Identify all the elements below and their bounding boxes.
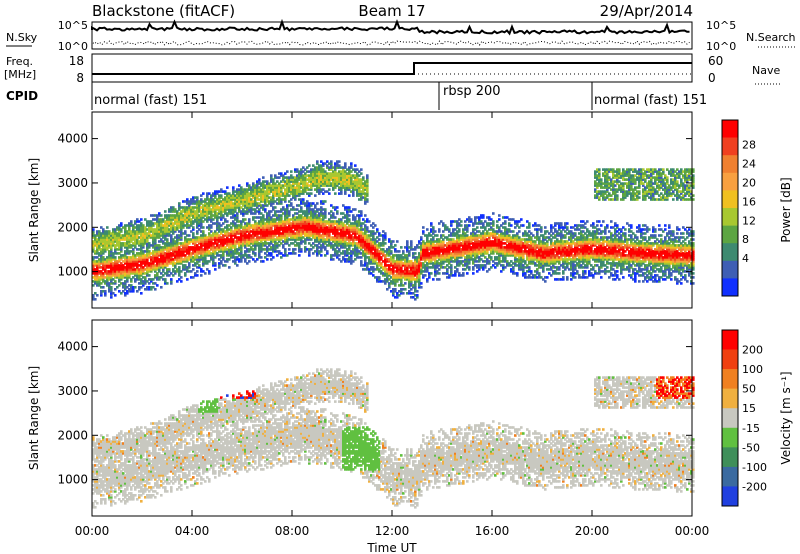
vel-yticks-label-3: 4000	[57, 340, 88, 354]
power-yticks-label-1: 2000	[57, 220, 88, 234]
freq-line	[92, 62, 692, 75]
power-colorbar-swatch	[722, 190, 738, 209]
vel-colorbar-tick-5: -50	[742, 441, 760, 454]
power-colorbar-swatch	[722, 260, 738, 279]
power-yticks-label-0: 1000	[57, 265, 88, 279]
cpid-segment-2: rbsp 200	[443, 84, 501, 99]
power-colorbar-tick-4: 20	[742, 176, 756, 189]
cpid-segment-1: normal (fast) 151	[94, 93, 207, 108]
power-colorbar-tick-5: 24	[742, 158, 756, 171]
vel-colorbar-swatch	[722, 447, 738, 468]
vel-colorbar-tick-6: -100	[742, 461, 767, 474]
power-colorbar-label: Power [dB]	[779, 177, 793, 242]
vel-colorbar-swatch	[722, 486, 738, 507]
date-title: 29/Apr/2014	[600, 2, 693, 20]
x-tick-label-1: 04:00	[175, 524, 210, 538]
vel-colorbar-swatch	[722, 369, 738, 389]
vel-colorbar-swatch	[722, 330, 738, 350]
power-colorbar-swatch	[722, 155, 738, 174]
vel-colorbar-tick-2: 50	[742, 383, 756, 396]
freq-panel: Freq. [MHz] 18 8 Nave 60 0	[4, 53, 780, 85]
freq-label: Freq.	[6, 55, 33, 68]
power-panel: 1000 2000 3000 4000 Slant Range [km] 4 8 12 16…	[27, 111, 793, 309]
nsky-tick-bottom: 10^0	[58, 40, 88, 53]
nsearch-label: N.Search	[746, 31, 796, 44]
power-colorbar-swatch	[722, 208, 738, 226]
power-yticks-label-2: 3000	[57, 176, 88, 190]
velocity-yticks: 1000 2000 3000 4000	[57, 340, 692, 487]
nsearch-line	[91, 40, 690, 46]
power-colorbar-swatch	[722, 137, 738, 156]
power-ylabel: Slant Range [km]	[27, 158, 41, 262]
power-colorbar-tick-1: 8	[742, 233, 749, 246]
nave-label: Nave	[752, 64, 780, 77]
vel-colorbar-tick-3: 15	[742, 402, 756, 415]
nsky-panel: N.Sky 10^5 10^0 N.Search 10^5 10^0	[6, 18, 796, 53]
nave-tick-top: 60	[708, 54, 723, 68]
x-tick-label-0: 00:00	[75, 524, 110, 538]
nsearch-tick-top: 10^5	[706, 19, 736, 32]
power-colorbar-swatch	[722, 243, 738, 262]
power-colorbar-swatch	[722, 172, 738, 191]
cpid-segment-3: normal (fast) 151	[594, 93, 707, 108]
nsearch-tick-bottom: 10^0	[706, 40, 736, 53]
vel-colorbar-tick-0: 200	[742, 344, 763, 357]
vel-colorbar-tick-1: 100	[742, 363, 763, 376]
power-heatmap	[92, 160, 695, 301]
power-colorbar-swatch	[722, 225, 738, 244]
power-colorbar: 4 8 12 16 20 24 28	[721, 119, 756, 297]
power-colorbar-tick-3: 16	[742, 195, 756, 208]
freq-tick-bottom: 8	[76, 71, 84, 85]
power-colorbar-swatch	[722, 120, 738, 138]
x-tick-label-4: 16:00	[475, 524, 510, 538]
beam-title: Beam 17	[358, 2, 425, 20]
x-axis: 00:00 04:00 08:00 12:00 16:00 20:00 00:00	[75, 112, 710, 538]
station-title: Blackstone (fitACF)	[92, 2, 235, 20]
freq-tick-top: 18	[69, 54, 84, 68]
power-colorbar-tick-0: 4	[742, 252, 749, 265]
cpid-panel: CPID normal (fast) 151 rbsp 200 normal (…	[6, 82, 707, 110]
vel-yticks-label-0: 1000	[57, 473, 88, 487]
freq-unit: [MHz]	[4, 68, 36, 81]
power-colorbar-tick-6: 28	[742, 139, 756, 152]
power-colorbar-tick-2: 12	[742, 214, 756, 227]
vel-colorbar-swatch	[722, 388, 738, 409]
vel-yticks-label-2: 3000	[57, 384, 88, 398]
vel-colorbar-tick-7: -200	[742, 480, 767, 493]
vel-colorbar-swatch	[722, 408, 738, 429]
velocity-ylabel: Slant Range [km]	[27, 366, 41, 470]
nsky-label: N.Sky	[6, 31, 38, 44]
x-tick-label-3: 12:00	[375, 524, 410, 538]
cpid-label: CPID	[6, 89, 38, 103]
vel-colorbar-swatch	[722, 427, 738, 448]
x-axis-label: Time UT	[366, 541, 417, 554]
velocity-colorbar: 200 100 50 15 -15 -50 -100 -200	[721, 329, 767, 507]
power-yticks-label-3: 4000	[57, 132, 88, 146]
vel-colorbar-swatch	[722, 466, 738, 487]
power-yticks: 1000 2000 3000 4000	[57, 132, 692, 279]
velocity-colorbar-label: Velocity [m s⁻¹]	[779, 371, 793, 464]
x-tick-label-2: 08:00	[275, 524, 310, 538]
nsky-line	[91, 18, 690, 36]
vel-colorbar-tick-4: -15	[742, 422, 760, 435]
nsky-tick-top: 10^5	[58, 19, 88, 32]
velocity-panel: 1000 2000 3000 4000 Slant Range [km] 200 100…	[27, 319, 793, 517]
vel-yticks-label-1: 2000	[57, 428, 88, 442]
nave-tick-bottom: 0	[708, 71, 716, 85]
vel-colorbar-swatch	[722, 349, 738, 370]
velocity-heatmap	[92, 368, 695, 509]
x-tick-label-6: 00:00	[675, 524, 710, 538]
x-tick-label-5: 20:00	[575, 524, 610, 538]
power-colorbar-swatch	[722, 278, 738, 297]
